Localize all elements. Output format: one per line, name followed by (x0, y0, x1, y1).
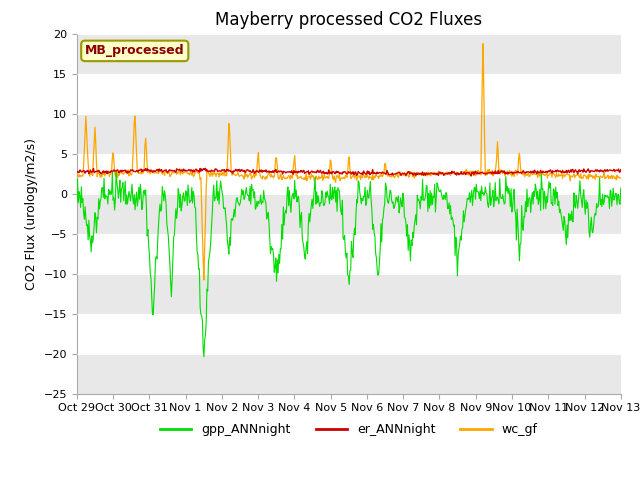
Line: gpp_ANNnight: gpp_ANNnight (77, 173, 621, 357)
Y-axis label: CO2 Flux (urology/m2/s): CO2 Flux (urology/m2/s) (25, 138, 38, 289)
wc_gf (479, 41, 487, 47)
Bar (77, 34, 621, 73)
gpp_ANNnight (200, 354, 208, 360)
Title: Mayberry processed CO2 Fluxes: Mayberry processed CO2 Fluxes (215, 11, 483, 29)
Bar (77, 193, 621, 234)
wc_gf (617, 175, 625, 181)
er_ANNnight (202, 166, 209, 171)
er_ANNnight (223, 168, 231, 173)
er_ANNnight (73, 169, 81, 175)
er_ANNnight (431, 171, 439, 177)
wc_gf (83, 131, 90, 136)
wc_gf (200, 277, 208, 283)
gpp_ANNnight (224, 244, 232, 250)
er_ANNnight (467, 173, 475, 179)
er_ANNnight (83, 168, 90, 174)
er_ANNnight (617, 167, 625, 172)
gpp_ANNnight (140, 189, 147, 195)
er_ANNnight (416, 171, 424, 177)
Bar (77, 274, 621, 313)
Bar (77, 354, 621, 394)
Legend: gpp_ANNnight, er_ANNnight, wc_gf: gpp_ANNnight, er_ANNnight, wc_gf (155, 419, 543, 441)
wc_gf (139, 170, 147, 176)
gpp_ANNnight (73, 199, 81, 205)
wc_gf (73, 172, 81, 178)
Line: er_ANNnight: er_ANNnight (77, 168, 621, 176)
Text: MB_processed: MB_processed (85, 44, 184, 58)
gpp_ANNnight (617, 185, 625, 191)
er_ANNnight (194, 168, 202, 174)
wc_gf (416, 171, 424, 177)
gpp_ANNnight (433, 196, 440, 202)
gpp_ANNnight (417, 206, 424, 212)
gpp_ANNnight (195, 266, 202, 272)
Line: wc_gf: wc_gf (77, 44, 621, 280)
gpp_ANNnight (83, 223, 90, 228)
Bar (77, 114, 621, 154)
wc_gf (431, 172, 439, 178)
gpp_ANNnight (112, 170, 120, 176)
wc_gf (223, 161, 231, 167)
wc_gf (194, 170, 202, 176)
er_ANNnight (139, 167, 147, 173)
